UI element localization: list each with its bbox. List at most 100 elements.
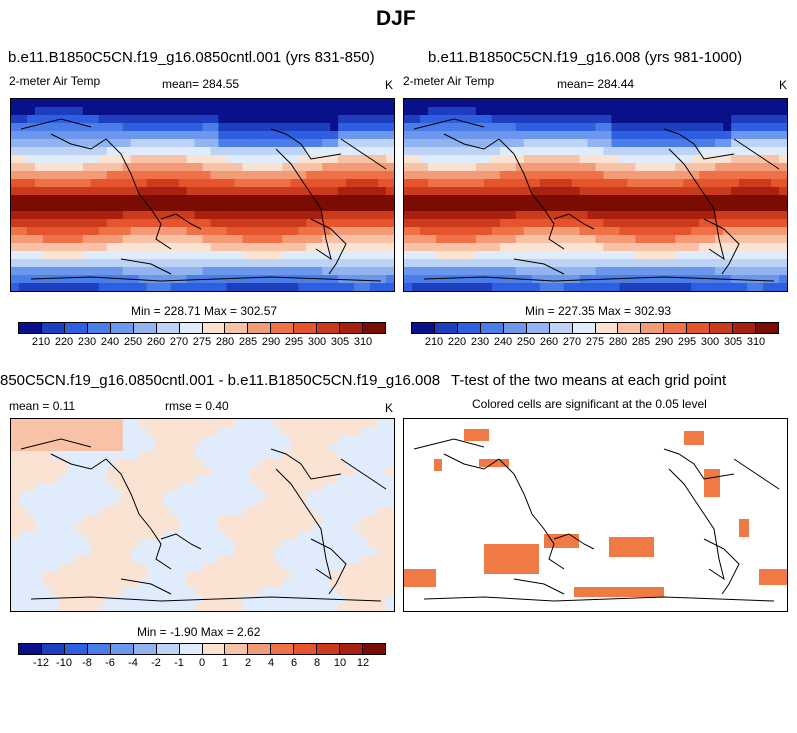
field-cell — [11, 243, 20, 252]
field-cell — [651, 235, 660, 244]
field-cell — [90, 475, 100, 484]
field-cell — [723, 219, 732, 228]
field-cell — [386, 595, 394, 604]
field-cell — [427, 107, 437, 116]
field-cell — [282, 227, 291, 236]
field-cell — [547, 131, 557, 140]
field-cell — [282, 603, 291, 611]
field-cell — [130, 539, 140, 548]
field-cell — [435, 171, 445, 180]
field-cell — [763, 275, 772, 284]
field-cell — [18, 251, 28, 260]
field-cell — [42, 155, 52, 164]
field-cell — [378, 419, 387, 428]
field-cell — [675, 283, 684, 291]
field-cell — [162, 235, 172, 244]
field-cell — [763, 155, 772, 164]
field-cell — [170, 531, 180, 540]
field-cell — [338, 123, 347, 132]
field-cell — [691, 187, 700, 196]
field-cell — [507, 123, 517, 132]
field-cell — [138, 211, 148, 220]
field-cell — [90, 107, 100, 116]
field-cell — [386, 603, 394, 611]
field-cell — [202, 99, 211, 108]
field-cell — [579, 195, 589, 204]
field-cell — [242, 155, 251, 164]
field-cell — [691, 171, 700, 180]
field-cell — [162, 227, 172, 236]
field-cell — [378, 147, 387, 156]
field-cell — [378, 515, 387, 524]
field-cell — [58, 571, 68, 580]
field-cell — [42, 203, 52, 212]
field-cell — [11, 179, 20, 188]
field-cell — [731, 163, 740, 172]
field-cell — [106, 443, 116, 452]
coastline — [270, 448, 342, 480]
field-cell — [98, 483, 108, 492]
field-cell — [74, 539, 84, 548]
field-cell — [298, 587, 307, 596]
field-cell — [178, 155, 188, 164]
field-cell — [290, 203, 299, 212]
field-cell — [274, 243, 283, 252]
field-cell — [90, 219, 100, 228]
field-cell — [619, 163, 628, 172]
field-cell — [499, 267, 509, 276]
field-cell — [731, 203, 740, 212]
colorbar-swatch — [110, 644, 134, 654]
field-cell — [675, 267, 684, 276]
field-cell — [475, 163, 485, 172]
field-cell — [611, 219, 620, 228]
field-cell — [539, 219, 549, 228]
field-cell — [619, 187, 628, 196]
field-cell — [675, 179, 684, 188]
field-cell — [11, 507, 20, 516]
field-cell — [250, 99, 259, 108]
field-cell — [443, 99, 453, 108]
field-cell — [298, 483, 307, 492]
field-cell — [555, 267, 565, 276]
field-cell — [242, 131, 251, 140]
field-cell — [11, 99, 20, 108]
field-cell — [106, 147, 116, 156]
field-cell — [322, 491, 331, 500]
field-cell — [138, 451, 148, 460]
field-cell — [226, 451, 235, 460]
field-cell — [330, 195, 339, 204]
field-cell — [755, 283, 764, 291]
field-cell — [404, 251, 413, 260]
field-cell — [603, 179, 612, 188]
field-cell — [731, 195, 740, 204]
field-cell — [611, 115, 620, 124]
field-cell — [122, 131, 132, 140]
field-cell — [234, 475, 243, 484]
field-cell — [42, 587, 52, 596]
field-cell — [651, 211, 660, 220]
field-cell — [370, 507, 379, 516]
field-cell — [523, 235, 533, 244]
field-cell — [354, 531, 363, 540]
colorbar-swatch — [687, 323, 711, 333]
field-cell — [98, 595, 108, 604]
colorbar-swatch — [412, 323, 435, 333]
field-cell — [50, 187, 60, 196]
field-cell — [627, 275, 636, 284]
field-cell — [226, 539, 235, 548]
field-cell — [563, 147, 573, 156]
field-cell — [170, 435, 180, 444]
field-cell — [42, 163, 52, 172]
field-cell — [122, 179, 132, 188]
field-cell — [290, 243, 299, 252]
field-cell — [138, 595, 148, 604]
field-cell — [699, 107, 708, 116]
field-cell — [314, 427, 323, 436]
field-cell — [202, 171, 211, 180]
field-cell — [603, 139, 612, 148]
field-cell — [539, 195, 549, 204]
field-cell — [58, 587, 68, 596]
field-cell — [555, 195, 565, 204]
field-cell — [82, 587, 92, 596]
field-cell — [771, 219, 780, 228]
